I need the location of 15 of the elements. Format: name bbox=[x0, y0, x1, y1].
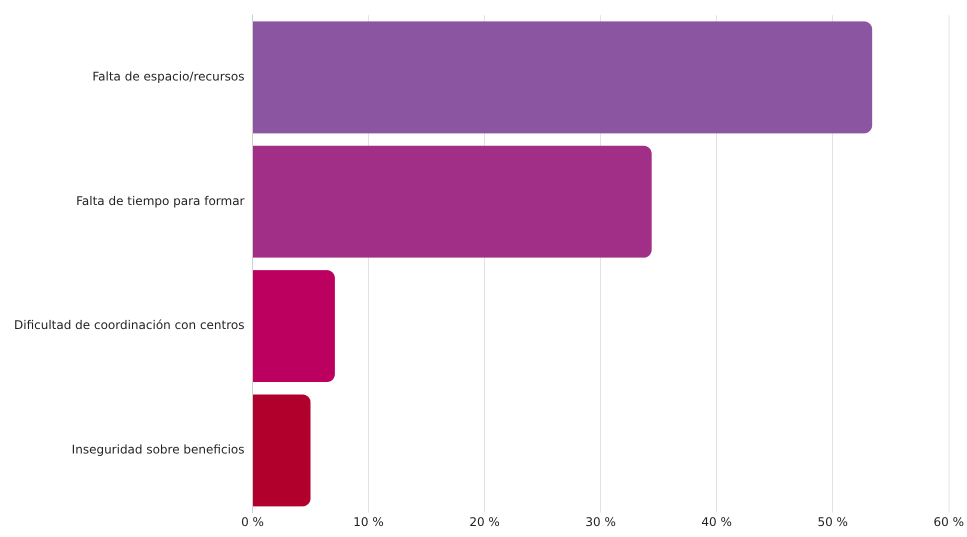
x-tick-label: 10 % bbox=[353, 514, 384, 529]
x-tick-label: 20 % bbox=[469, 514, 500, 529]
x-tick-label: 40 % bbox=[701, 514, 732, 529]
y-tick-label: Inseguridad sobre beneficios bbox=[72, 442, 244, 457]
bar bbox=[252, 21, 872, 134]
y-tick-label: Dificultad de coordinación con centros bbox=[14, 318, 244, 332]
bar bbox=[252, 394, 311, 506]
x-tick-label: 60 % bbox=[934, 514, 964, 529]
bar bbox=[252, 270, 335, 382]
x-tick-label: 30 % bbox=[585, 514, 616, 529]
y-tick-label: Falta de tiempo para formar bbox=[76, 194, 245, 208]
y-tick-label: Falta de espacio/recursos bbox=[92, 70, 244, 84]
x-tick-label: 50 % bbox=[817, 514, 848, 529]
x-tick-label: 0 % bbox=[241, 514, 264, 529]
bar bbox=[252, 146, 652, 258]
